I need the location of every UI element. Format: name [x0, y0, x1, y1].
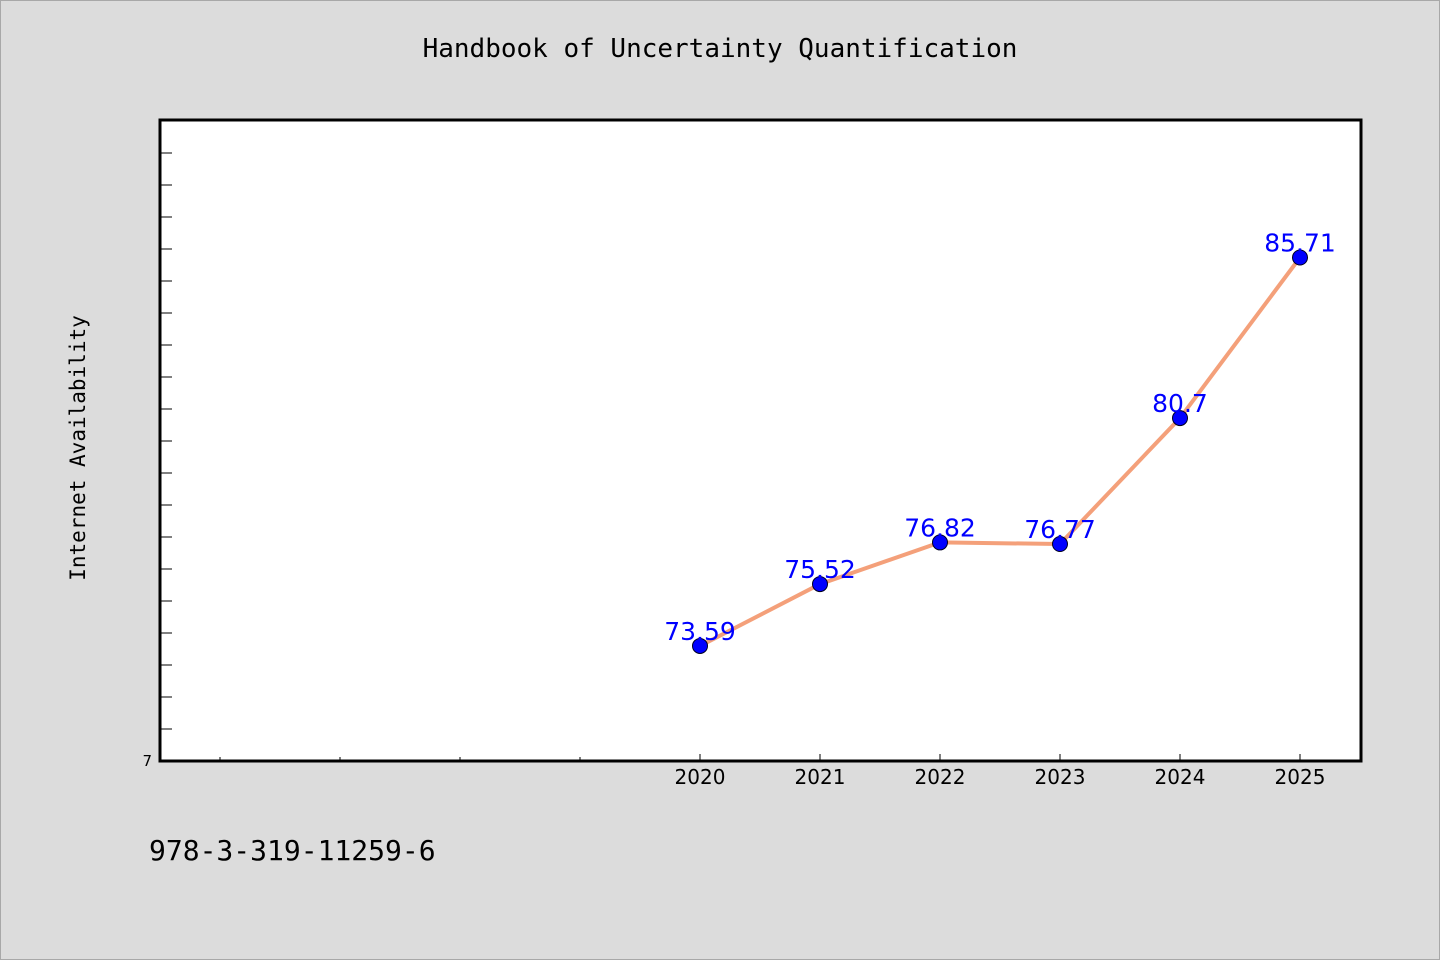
- data-label: 73.59: [664, 617, 736, 646]
- x-tick-label: 2022: [915, 765, 966, 789]
- data-point: [932, 534, 948, 551]
- chart-title: Handbook of Uncertainty Quantification: [422, 34, 1018, 64]
- x-tick-label: 2020: [675, 765, 726, 789]
- series-line: [698, 255, 1302, 648]
- data-label: 80.7: [1152, 389, 1208, 418]
- data-label: 85.71: [1264, 228, 1336, 257]
- x-tick-label: 2024: [1155, 765, 1206, 789]
- data-point: [1172, 410, 1188, 427]
- minor-x-ticks: [219, 757, 581, 761]
- plot-area: [158, 118, 1363, 763]
- x-tick-label: 2025: [1275, 765, 1326, 789]
- isbn-text: 978-3-319-11259-6: [149, 834, 436, 867]
- x-tick-label: 2023: [1035, 765, 1086, 789]
- data-label: 76.82: [904, 513, 976, 542]
- series-points: [692, 249, 1308, 654]
- data-point: [692, 637, 708, 654]
- data-point: [1052, 536, 1068, 553]
- data-label: 76.77: [1024, 515, 1096, 544]
- x-axis: 2020 2021 2022 2023 2024 2025: [675, 754, 1326, 789]
- series-line-path: [698, 255, 1302, 648]
- x-tick-label: 2021: [795, 765, 846, 789]
- data-label: 75.52: [784, 555, 856, 584]
- data-point: [812, 576, 828, 593]
- y-tick-label: 7: [142, 752, 152, 770]
- data-labels: 73.59 75.52 76.82 76.77 80.7 85.71: [664, 228, 1336, 645]
- data-point: [1292, 249, 1308, 266]
- y-axis-ticks: [160, 152, 172, 730]
